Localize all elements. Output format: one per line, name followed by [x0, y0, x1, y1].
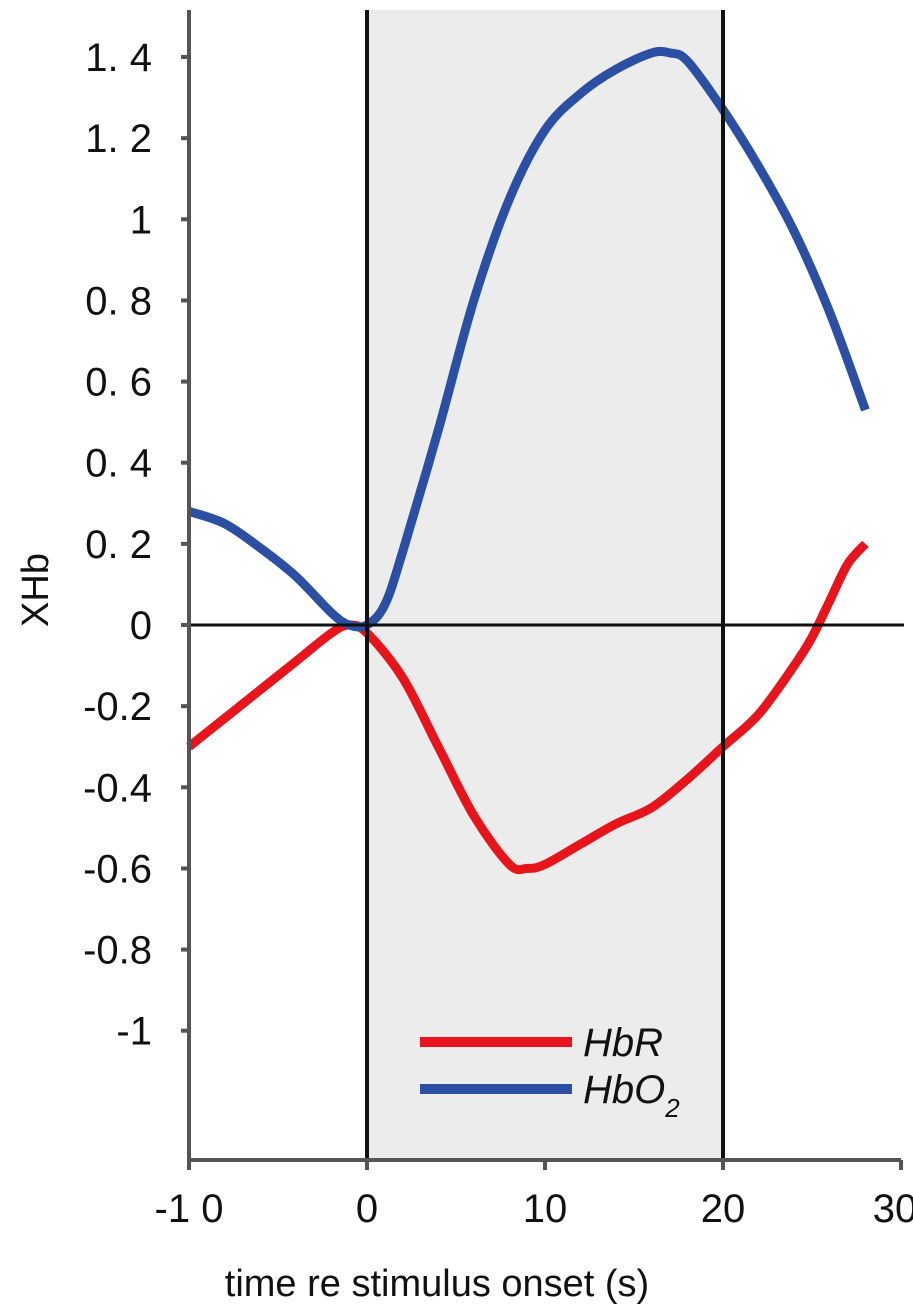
x-tick-label: 10 — [523, 1187, 568, 1231]
x-tick-label: 20 — [701, 1187, 746, 1231]
y-tick-label: -1 — [116, 1010, 152, 1054]
legend-label-hbo2-subscript: 2 — [664, 1093, 680, 1123]
y-tick-label: -0.8 — [83, 929, 152, 973]
y-tick-label: 1. 2 — [85, 117, 152, 161]
legend-label-hbo2: HbO2 — [583, 1068, 680, 1123]
y-tick-label: -0.6 — [83, 847, 152, 891]
x-axis-title: time re stimulus onset (s) — [225, 1263, 649, 1305]
y-tick-label: 0. 4 — [85, 442, 152, 486]
legend-label-hbr: HbR — [583, 1021, 663, 1065]
y-tick-label: 1 — [130, 198, 152, 242]
x-ticks: -1 0 0 10 20 30 — [155, 1160, 913, 1231]
series-line-hbr — [186, 540, 869, 875]
x-tick-label: 0 — [356, 1187, 378, 1231]
stimulus-window-shade — [367, 10, 723, 1160]
legend-label-hbo2-main: HbO — [583, 1068, 665, 1112]
y-ticks: 1. 4 1. 2 1 0. 8 0. 6 0. 4 0. 2 0 -0.2 -0.4 -0.6 -0… — [83, 36, 189, 1054]
series-layer — [186, 46, 870, 875]
y-tick-label: 0. 6 — [85, 361, 152, 405]
y-tick-label: 1. 4 — [85, 36, 152, 80]
x-tick-label: 30 — [873, 1187, 913, 1231]
series-line-hbo2 — [187, 46, 870, 632]
x-tick-label: -1 0 — [155, 1187, 224, 1231]
y-tick-label: -0.2 — [83, 685, 152, 729]
y-tick-label: 0 — [130, 604, 152, 648]
y-tick-label: 0. 2 — [85, 523, 152, 567]
y-tick-label: 0. 8 — [85, 279, 152, 323]
legend: HbR HbO2 — [420, 1021, 680, 1123]
y-axis-title: XHb — [15, 553, 57, 627]
y-tick-label: -0.4 — [83, 766, 152, 810]
